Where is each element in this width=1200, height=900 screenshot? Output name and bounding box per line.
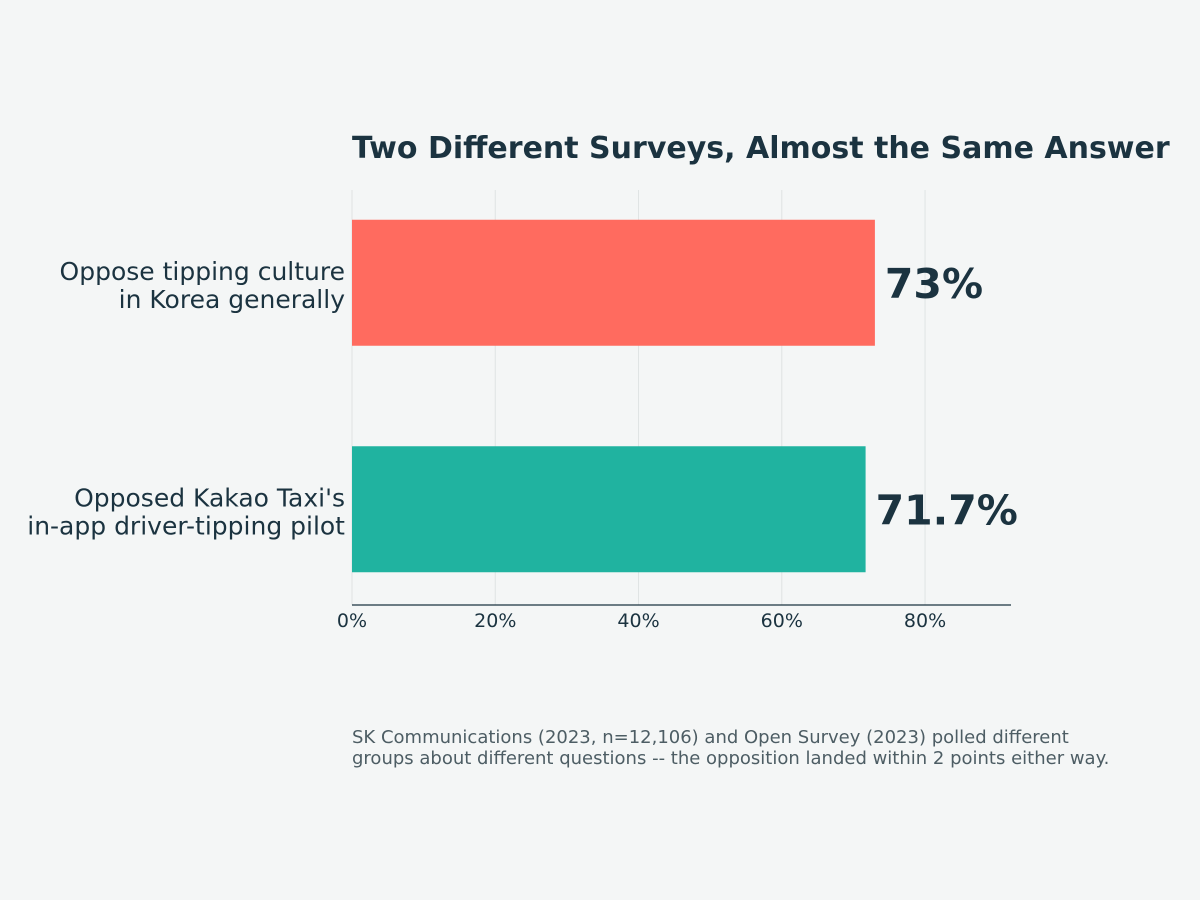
x-tick-label: 0%	[337, 610, 367, 632]
chart-title: Two Different Surveys, Almost the Same A…	[352, 131, 1170, 166]
x-tick-label: 20%	[474, 610, 516, 632]
chart-caption: SK Communications (2023, n=12,106) and O…	[352, 727, 1109, 769]
bar	[352, 446, 866, 573]
bar-value-label: 71.7%	[876, 486, 1018, 534]
category-label: Opposed Kakao Taxi's in-app driver-tippin…	[27, 483, 345, 540]
x-tick-label: 40%	[617, 610, 659, 632]
category-label-line: in-app driver-tipping pilot	[27, 511, 345, 540]
caption-line: groups about different questions -- the …	[352, 748, 1109, 769]
category-label-line: in Korea generally	[119, 285, 346, 314]
x-axis-ticks: 0% 20% 40% 60% 80%	[337, 610, 946, 632]
category-label: Oppose tipping culture in Korea generally	[60, 257, 346, 314]
bar-series	[352, 219, 875, 573]
caption-line: SK Communications (2023, n=12,106) and O…	[352, 727, 1069, 748]
value-labels: 73% 71.7%	[876, 260, 1018, 535]
x-tick-label: 60%	[761, 610, 803, 632]
category-label-line: Oppose tipping culture	[60, 257, 345, 286]
bar	[352, 219, 875, 346]
bar-value-label: 73%	[885, 260, 983, 308]
category-label-line: Opposed Kakao Taxi's	[74, 483, 345, 512]
category-labels: Oppose tipping culture in Korea generally…	[27, 257, 345, 541]
x-tick-label: 80%	[904, 610, 946, 632]
